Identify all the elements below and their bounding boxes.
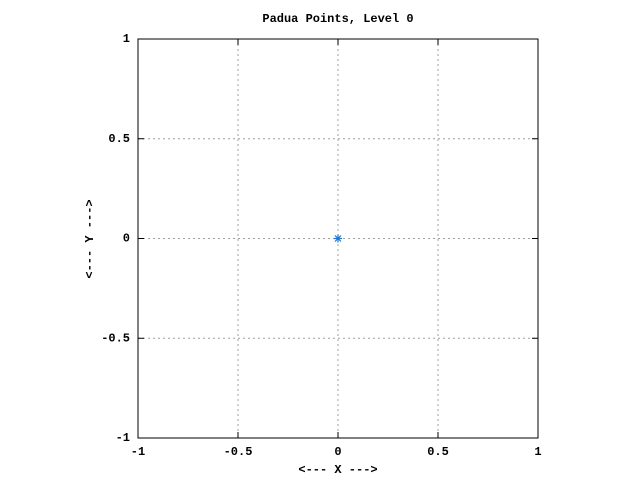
plot-frame xyxy=(137,38,539,439)
y-tick-label: 0.5 xyxy=(108,132,130,146)
y-tick-label: -1 xyxy=(116,431,130,445)
x-tick-label: -1 xyxy=(131,445,145,459)
x-tick-label: -0.5 xyxy=(224,445,253,459)
y-tick-label: 1 xyxy=(123,32,130,46)
x-axis-label: <--- X ---> xyxy=(298,463,377,477)
x-tick-label: 1 xyxy=(534,445,541,459)
y-axis-label: <--- Y ---> xyxy=(83,199,97,278)
y-tick-label: -0.5 xyxy=(101,331,130,345)
x-tick-label: 0.5 xyxy=(427,445,449,459)
point xyxy=(334,234,342,243)
chart-title: Padua Points, Level 0 xyxy=(262,12,413,26)
x-tick-label: 0 xyxy=(334,445,341,459)
y-tick-label: 0 xyxy=(123,232,130,246)
